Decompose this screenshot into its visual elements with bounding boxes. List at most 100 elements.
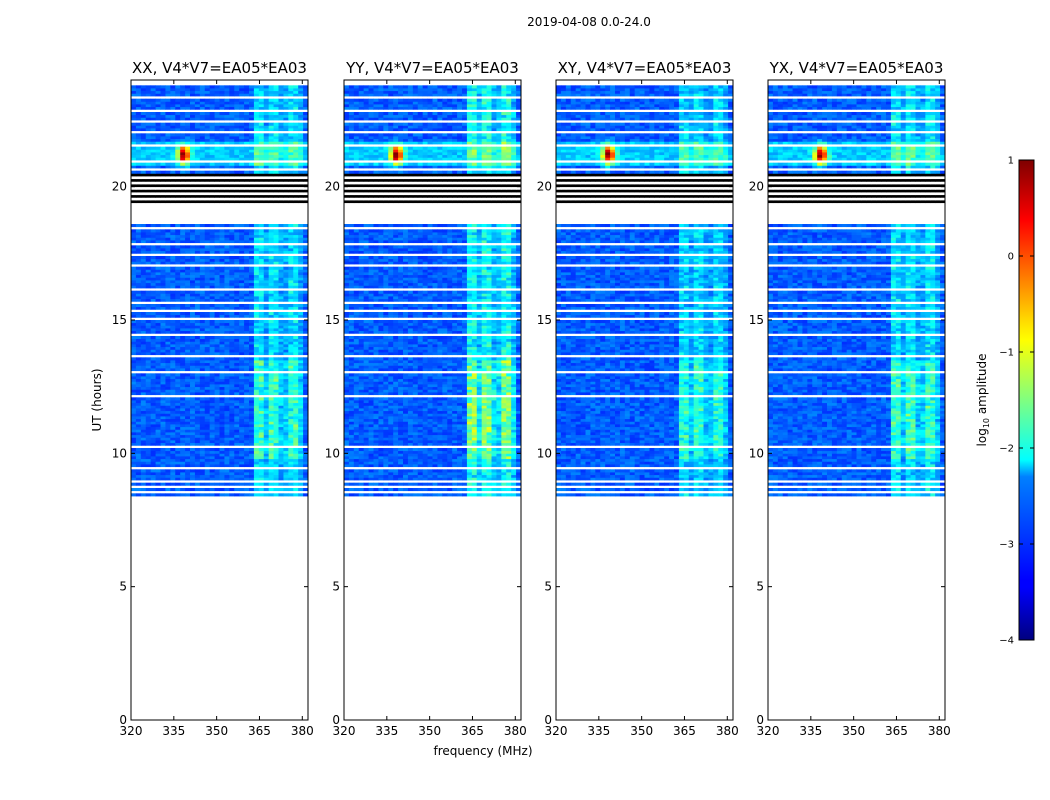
heatmap-cell	[234, 314, 240, 318]
heatmap-cell	[131, 200, 137, 204]
heatmap-cell	[234, 186, 240, 190]
heatmap-cell	[258, 429, 265, 433]
heatmap-cell	[268, 234, 274, 238]
heatmap-cell	[229, 432, 235, 436]
heatmap-cell	[288, 312, 294, 316]
heatmap-cell	[253, 232, 260, 236]
heatmap-cell	[180, 114, 186, 118]
heatmap-cell	[224, 176, 230, 180]
heatmap-cell	[175, 269, 181, 273]
heatmap-cell	[209, 157, 215, 161]
heatmap-cell	[253, 330, 260, 334]
heatmap-cell	[140, 336, 147, 340]
heatmap-cell	[268, 293, 274, 297]
heatmap-cell	[457, 440, 463, 444]
heatmap-cell	[224, 346, 230, 350]
heatmap-cell	[150, 173, 156, 177]
heatmap-cell	[278, 146, 284, 150]
heatmap-cell	[239, 376, 245, 380]
heatmap-cell	[278, 304, 284, 308]
heatmap-cell	[145, 106, 152, 110]
heatmap-cell	[199, 178, 206, 182]
heatmap-cell	[160, 392, 166, 396]
heatmap-cell	[283, 453, 289, 457]
heatmap-cell	[165, 104, 171, 108]
heatmap-cell	[239, 442, 245, 446]
heatmap-cell	[155, 389, 161, 393]
heatmap-cell	[185, 229, 191, 233]
heatmap-cell	[476, 456, 483, 460]
heatmap-cell	[199, 117, 206, 121]
heatmap-cell	[263, 125, 270, 129]
heatmap-cell	[288, 458, 294, 462]
heatmap-cell	[268, 320, 274, 324]
heatmap-cell	[298, 290, 304, 294]
heatmap-cell	[412, 477, 419, 481]
heatmap-cell	[253, 328, 260, 332]
heatmap-cell	[298, 402, 304, 406]
heatmap-cell	[190, 448, 196, 452]
heatmap-cell	[199, 157, 206, 161]
heatmap-cell	[283, 469, 289, 473]
heatmap-cell	[155, 117, 161, 121]
heatmap-cell	[209, 128, 215, 132]
heatmap-cell	[175, 405, 181, 409]
heatmap-cell	[135, 149, 142, 153]
heatmap-cell	[150, 106, 156, 110]
heatmap-cell	[268, 418, 274, 422]
heatmap-cell	[204, 298, 211, 302]
heatmap-cell	[273, 272, 279, 276]
heatmap-cell	[229, 464, 235, 468]
heatmap-cell	[263, 256, 270, 260]
heatmap-cell	[253, 237, 260, 241]
heatmap-cell	[249, 152, 255, 156]
heatmap-cell	[180, 312, 186, 316]
heatmap-cell	[219, 157, 225, 161]
heatmap-cell	[194, 362, 201, 366]
heatmap-cell	[258, 405, 265, 409]
heatmap-cell	[288, 165, 294, 169]
heatmap-cell	[145, 456, 152, 460]
heatmap-cell	[278, 416, 284, 420]
heatmap-cell	[199, 312, 206, 316]
heatmap-cell	[244, 237, 250, 241]
heatmap-cell	[229, 424, 235, 428]
heatmap-cell	[175, 133, 181, 137]
heatmap-cell	[165, 437, 171, 441]
heatmap-cell	[358, 474, 365, 478]
heatmap-cell	[160, 88, 166, 92]
heatmap-cell	[283, 397, 289, 401]
heatmap-cell	[278, 136, 284, 140]
heatmap-cell	[180, 298, 186, 302]
heatmap-cell	[140, 434, 147, 438]
heatmap-cell	[249, 200, 255, 204]
heatmap-cell	[234, 149, 240, 153]
heatmap-cell	[180, 181, 186, 185]
heatmap-cell	[219, 448, 225, 452]
heatmap-cell	[239, 101, 245, 105]
heatmap-cell	[258, 146, 265, 150]
heatmap-cell	[501, 450, 507, 454]
heatmap-cell	[229, 426, 235, 430]
heatmap-cell	[190, 408, 196, 412]
heatmap-cell	[244, 469, 250, 473]
heatmap-cell	[170, 186, 176, 190]
heatmap-cell	[481, 442, 487, 446]
heatmap-cell	[180, 413, 186, 417]
heatmap-cell	[427, 474, 433, 478]
heatmap-cell	[204, 93, 211, 97]
heatmap-cell	[185, 493, 191, 497]
heatmap-cell	[268, 330, 274, 334]
heatmap-cell	[263, 453, 270, 457]
heatmap-cell	[268, 474, 274, 478]
heatmap-cell	[258, 373, 265, 377]
heatmap-cell	[194, 298, 201, 302]
heatmap-cell	[398, 458, 404, 462]
heatmap-cell	[288, 328, 294, 332]
heatmap-cell	[283, 461, 289, 465]
heatmap-cell	[293, 341, 299, 345]
heatmap-cell	[278, 432, 284, 436]
heatmap-cell	[214, 362, 220, 366]
heatmap-cell	[263, 296, 270, 300]
heatmap-cell	[165, 186, 171, 190]
